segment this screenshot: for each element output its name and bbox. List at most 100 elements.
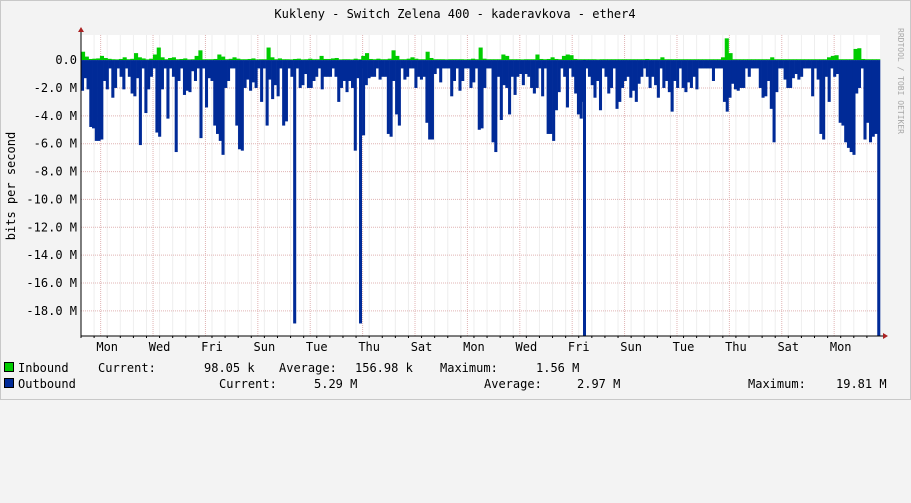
traffic-chart: Kukleny - Switch Zelena 400 - kaderavkov…	[4, 7, 905, 354]
outbound-bar	[204, 60, 209, 108]
outbound-bar	[857, 60, 862, 88]
inbound-bar	[209, 59, 214, 61]
inbound-bar	[168, 57, 173, 61]
inbound-bar	[463, 59, 468, 61]
outbound-bar	[403, 60, 407, 80]
legend-inbound-average-label: Average:	[279, 361, 337, 375]
outbound-bar	[276, 60, 280, 97]
outbound-bar	[260, 60, 264, 102]
outbound-bar	[210, 60, 214, 81]
outbound-bar	[326, 60, 330, 77]
y-tick-label: -16.0 M	[26, 276, 77, 290]
inbound-bar	[660, 57, 665, 61]
x-tick-label: Thu	[725, 340, 747, 354]
outbound-bar	[673, 60, 677, 81]
outbound-bar	[863, 60, 867, 140]
inbound-bar	[524, 59, 529, 61]
inbound-bar	[418, 59, 423, 61]
inbound-bar	[270, 57, 275, 61]
y-tick-label: -6.0 M	[34, 137, 77, 151]
inbound-bar	[864, 59, 869, 61]
outbound-bar	[483, 60, 487, 88]
y-tick-label: -12.0 M	[26, 220, 77, 234]
inbound-bar	[266, 47, 271, 61]
outbound-bar	[293, 60, 297, 324]
outbound-bar	[819, 60, 823, 134]
outbound-bar	[568, 60, 572, 69]
outbound-bar	[552, 60, 556, 141]
outbound-bar	[634, 60, 638, 102]
outbound-bar	[188, 60, 192, 93]
outbound-bar	[659, 60, 663, 69]
outbound-bar	[295, 60, 299, 69]
x-tick-label: Fri	[568, 340, 590, 354]
outbound-bar	[733, 60, 738, 90]
outbound-bar	[800, 60, 804, 77]
outbound-bar	[199, 60, 203, 139]
outbound-bar	[441, 60, 445, 69]
inbound-bar	[126, 59, 131, 61]
legend-inbound-current-label: Current:	[98, 361, 156, 375]
inbound-bar	[137, 57, 142, 61]
outbound-bar	[480, 60, 484, 129]
outbound-bar	[728, 60, 732, 98]
inbound-bar	[149, 58, 154, 61]
inbound-bar	[857, 48, 862, 61]
outbound-bar	[789, 60, 793, 88]
inbound-bar	[228, 58, 233, 61]
outbound-bar	[764, 60, 768, 97]
outbound-bar	[249, 60, 253, 91]
outbound-bar	[97, 60, 101, 141]
inbound-bar	[160, 57, 165, 61]
outbound-bar	[855, 60, 859, 94]
outbound-bar	[648, 60, 652, 88]
inbound-bar	[739, 59, 744, 61]
outbound-bar	[136, 60, 140, 79]
outbound-bar	[306, 60, 310, 88]
outbound-bar	[395, 60, 399, 115]
outbound-bar	[541, 60, 545, 97]
outbound-bar	[257, 60, 261, 69]
outbound-bar	[356, 60, 360, 79]
inbound-bar	[429, 57, 434, 61]
outbound-bar	[665, 60, 669, 81]
outbound-bar	[436, 60, 440, 69]
inbound-bar	[383, 59, 389, 61]
outbound-bar	[147, 60, 151, 90]
inbound-bar	[815, 59, 820, 61]
inbound-bar	[103, 57, 108, 61]
outbound-bar	[714, 60, 718, 69]
inbound-bar	[743, 59, 748, 61]
outbound-bar	[287, 60, 291, 69]
inbound-bar	[293, 58, 298, 61]
y-tick-label: 0.0	[55, 53, 77, 67]
inbound-bar	[728, 53, 733, 61]
inbound-bar	[175, 59, 180, 61]
outbound-bar	[158, 60, 162, 137]
outbound-bar	[513, 60, 517, 95]
inbound-bar	[353, 58, 358, 61]
outbound-bar	[323, 60, 327, 77]
outbound-bar	[711, 60, 715, 81]
outbound-bar	[645, 60, 649, 77]
inbound-bar	[796, 59, 801, 61]
outbound-bar	[196, 60, 200, 69]
outbound-bar	[684, 60, 688, 93]
inbound-bar	[656, 59, 661, 61]
outbound-bar	[331, 60, 335, 69]
outbound-bar	[328, 60, 333, 77]
outbound-bar	[251, 60, 255, 83]
inbound-bar	[387, 58, 392, 61]
inbound-bar	[520, 59, 525, 61]
outbound-bar	[687, 60, 691, 83]
outbound-bar	[868, 60, 873, 143]
outbound-bar	[720, 60, 724, 69]
outbound-bar	[519, 60, 523, 75]
outbound-bar	[769, 60, 773, 109]
inbound-bar	[478, 47, 483, 61]
outbound-bar	[651, 60, 655, 77]
inbound-bar	[808, 59, 813, 61]
inbound-bar	[361, 55, 366, 61]
y-tick-label: -8.0 M	[34, 165, 77, 179]
inbound-bar	[122, 57, 127, 61]
